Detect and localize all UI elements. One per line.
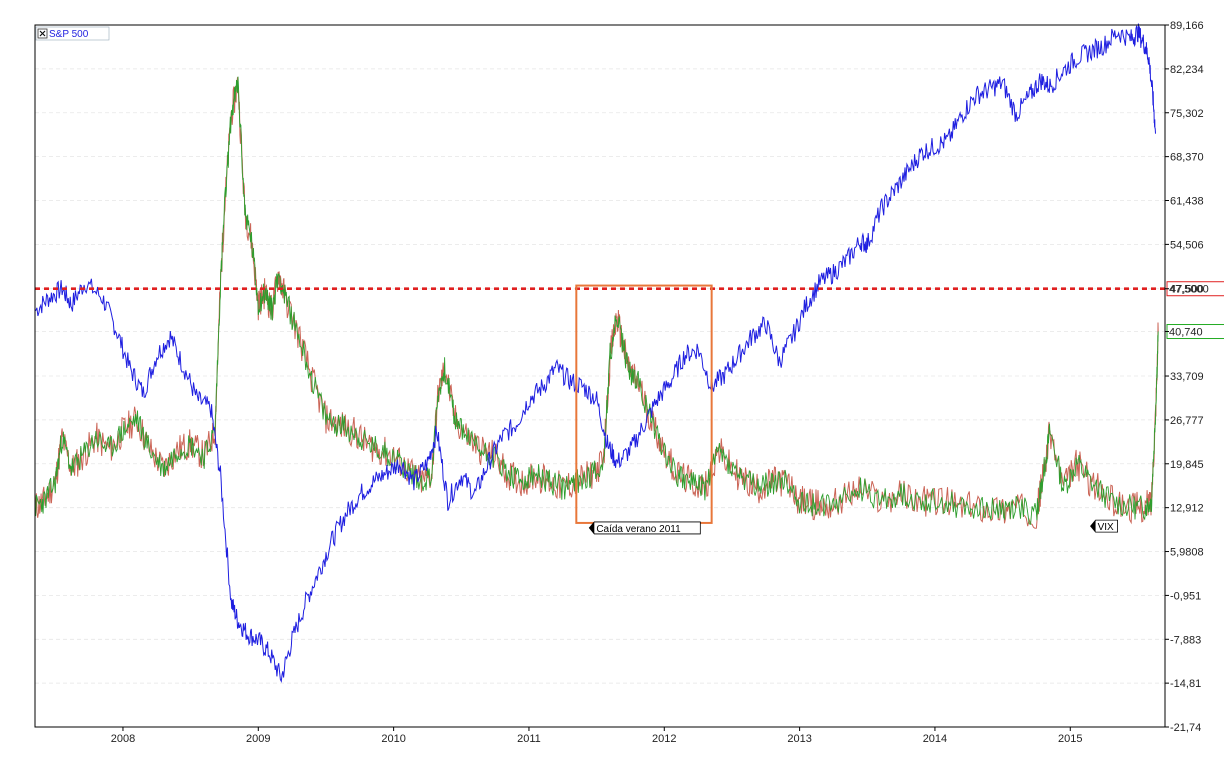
annotation-vix: VIX — [1098, 522, 1114, 533]
y-tick-label: -21,74 — [1170, 722, 1201, 734]
annotation-caida-verano-2011-box — [588, 521, 701, 535]
x-tick-label: 2012 — [652, 733, 676, 745]
y-tick-label: 12,912 — [1170, 503, 1204, 515]
x-tick-label: 2008 — [111, 733, 135, 745]
annotation-vix-pointer-icon — [1090, 520, 1096, 533]
y-tick-label: 26,777 — [1170, 415, 1204, 427]
annotation-caida-verano-2011-pointer-icon — [589, 521, 595, 534]
y-tick-label: 61,438 — [1170, 196, 1204, 208]
y-tick-label: -14,81 — [1170, 678, 1201, 690]
y-tick-label: 75,302 — [1170, 108, 1204, 120]
annotation-layer: Caída verano 2011 VIX 47,5000 40,740 — [575, 281, 1224, 535]
y-tick-label: -7,883 — [1170, 634, 1201, 646]
x-tick-label: 2010 — [381, 733, 405, 745]
y-tick-label: 19,845 — [1170, 459, 1204, 471]
y-tick-label: 68,370 — [1170, 152, 1204, 164]
y-tick-label: 47,500 — [1170, 284, 1204, 296]
x-tick-label: 2009 — [246, 733, 270, 745]
y-axis: 89,166 82,234 75,302 68,370 61,438 54,506 47,5… — [1165, 20, 1204, 734]
legend-label: S&P 500 — [49, 29, 89, 40]
annotation-caida-verano-2011: Caída verano 2011 — [596, 524, 681, 535]
series-layer — [34, 23, 1159, 683]
sp500-series-line — [34, 23, 1156, 683]
legend-close-cross-icon — [39, 30, 46, 37]
y-tick-label: 5,9808 — [1170, 547, 1204, 559]
x-tick-label: 2013 — [787, 733, 811, 745]
x-tick-label: 2015 — [1058, 733, 1082, 745]
x-axis: 2008 2009 2010 2011 2012 2013 2014 2015 — [111, 727, 1083, 745]
value-tag-label: 47,5000 — [1169, 284, 1209, 296]
legend-box — [35, 26, 110, 41]
y-tick-label: 82,234 — [1170, 64, 1204, 76]
x-tick-label: 2011 — [517, 733, 541, 745]
y-tick-label: 54,506 — [1170, 239, 1204, 251]
vix-series-line — [34, 76, 1159, 525]
y-tick-label: -0,951 — [1170, 590, 1201, 602]
y-tick-label: 89,166 — [1170, 20, 1204, 32]
x-tick-label: 2014 — [923, 733, 947, 745]
legend[interactable]: S&P 500 — [35, 26, 110, 41]
y-tick-label: 33,709 — [1170, 371, 1204, 383]
value-tag-label: 40,740 — [1169, 327, 1203, 339]
